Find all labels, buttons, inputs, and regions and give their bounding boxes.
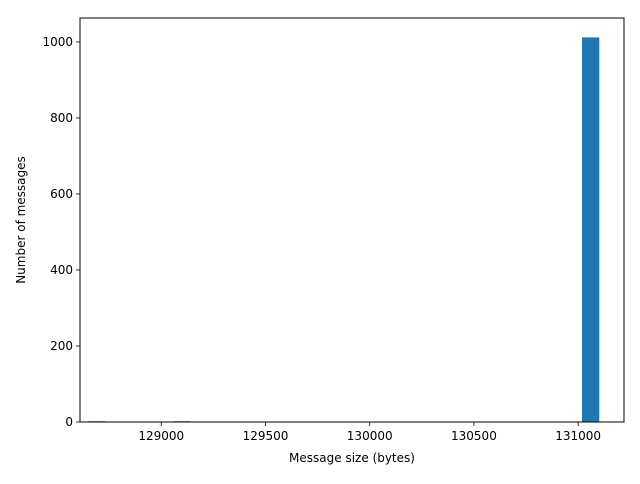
x-tick-label-1: 129500: [243, 429, 289, 443]
y-tick-label-3: 600: [50, 187, 73, 201]
y-tick-label-4: 800: [50, 111, 73, 125]
bar-2: [582, 37, 600, 423]
plot-frame: [79, 17, 625, 423]
y-tick-label-5: 1000: [42, 35, 73, 49]
x-tick-label-3: 130500: [451, 429, 497, 443]
x-tick-label-4: 131000: [555, 429, 601, 443]
y-tick-label-2: 400: [50, 263, 73, 277]
x-tick-label-0: 129000: [138, 429, 184, 443]
y-tick-label-1: 200: [50, 339, 73, 353]
y-tick-label-0: 0: [65, 415, 73, 429]
x-axis-label: Message size (bytes): [289, 451, 415, 465]
x-tick-label-2: 130000: [347, 429, 393, 443]
y-axis-label: Number of messages: [14, 156, 28, 284]
bars-group: [88, 37, 600, 423]
x-axis-ticks: 129000 129500 130000 130500 131000: [138, 422, 601, 443]
y-axis-ticks: 0 200 400 600 800 1000: [42, 35, 80, 429]
